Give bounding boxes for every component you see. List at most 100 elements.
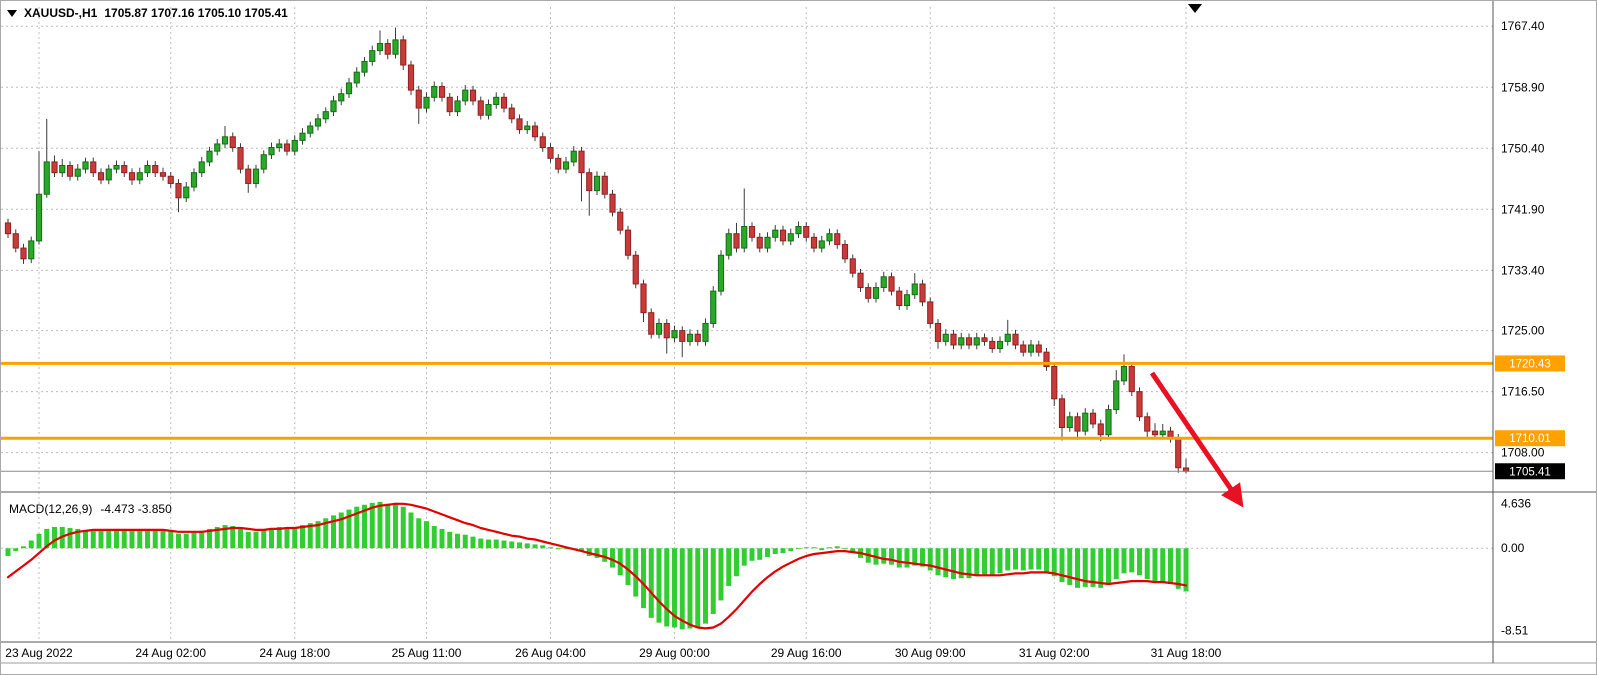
candle	[322, 111, 329, 120]
candle	[314, 118, 322, 127]
candle	[20, 247, 27, 260]
candle	[834, 233, 841, 245]
candle	[1113, 380, 1120, 411]
macd-bar	[741, 548, 747, 566]
macd-bar	[579, 548, 584, 552]
candles	[4, 39, 1190, 472]
macd-bar	[245, 531, 251, 549]
trend-arrow-annotation[interactable]	[1149, 371, 1244, 508]
macd-bar	[757, 548, 763, 560]
candle	[431, 86, 438, 98]
macd-bar	[881, 548, 887, 564]
macd-bar	[90, 530, 96, 549]
macd-tick-label: 0.00	[1501, 541, 1525, 555]
candle	[671, 330, 678, 339]
candle	[795, 226, 802, 235]
candle	[12, 233, 19, 249]
macd-bar	[493, 539, 499, 549]
candle	[66, 165, 74, 177]
macd-bar	[1113, 548, 1119, 580]
macd-bar	[788, 548, 794, 552]
candle	[640, 283, 647, 314]
candle	[384, 42, 391, 55]
macd-bar	[958, 548, 964, 579]
macd-bar	[362, 504, 367, 549]
macd-bar	[772, 548, 778, 555]
level-badge-bg	[1495, 355, 1565, 372]
macd-bar	[834, 546, 840, 549]
macd-bar	[447, 531, 453, 549]
macd-bar	[625, 548, 631, 585]
macd-bar	[408, 512, 414, 549]
macd-values-label: -4.473 -3.850	[100, 502, 172, 516]
candle	[849, 258, 856, 274]
candle	[562, 161, 570, 170]
candle	[462, 89, 469, 102]
macd-bar	[524, 543, 530, 549]
macd-bar	[904, 548, 910, 568]
candle	[1020, 344, 1027, 353]
candle	[283, 143, 291, 152]
macd-bar	[214, 526, 220, 549]
macd-bar	[896, 548, 902, 568]
time-tick-label: 29 Aug 00:00	[639, 646, 710, 660]
candle	[826, 233, 833, 242]
time-axis-labels: 23 Aug 2022 24 Aug 02:00 24 Aug 18:00 25 Au…	[5, 646, 1221, 660]
macd-bar	[114, 528, 119, 549]
macd-bar	[555, 548, 561, 550]
macd-bar	[183, 533, 189, 549]
macd-bar	[160, 530, 166, 549]
candle	[454, 100, 461, 113]
candle	[268, 147, 275, 156]
macd-bar	[253, 531, 259, 549]
macd-bar	[563, 548, 569, 550]
macd-bar	[889, 548, 894, 565]
candle	[725, 233, 732, 256]
candle	[1074, 416, 1081, 432]
macd-bar	[617, 548, 623, 576]
candle	[756, 236, 763, 249]
macd-bar	[315, 521, 321, 549]
candle	[1027, 344, 1035, 353]
scroll-to-end-marker-icon[interactable]	[1188, 4, 1202, 13]
macd-bar	[1036, 548, 1042, 570]
candle	[43, 161, 50, 195]
level-price-badge: 1710.01	[1495, 430, 1565, 447]
candle	[539, 136, 546, 149]
macd-bar	[796, 548, 801, 550]
macd-bar	[152, 529, 158, 549]
candle	[221, 136, 229, 145]
candle	[1151, 430, 1159, 436]
macd-bar	[1121, 548, 1127, 574]
current-price-badge: 1705.41	[1495, 463, 1565, 480]
macd-bar	[695, 548, 701, 628]
candle	[198, 161, 205, 174]
time-tick-label: 31 Aug 02:00	[1019, 646, 1090, 660]
macd-bar	[369, 502, 375, 549]
candle	[950, 333, 957, 346]
macd-bar	[176, 533, 181, 549]
macd-bar	[106, 529, 112, 549]
price-tick-label: 1767.40	[1501, 19, 1545, 33]
macd-bar	[850, 548, 856, 554]
level-badge-label: 1720.43	[1509, 358, 1551, 370]
candle	[1120, 366, 1128, 382]
macd-bar	[393, 502, 398, 549]
macd-bar	[935, 548, 941, 576]
candle	[872, 287, 880, 299]
macd-bar	[664, 548, 670, 627]
macd-bar	[951, 548, 956, 580]
candle	[276, 143, 283, 149]
macd-bar	[338, 512, 344, 549]
macd-bar	[548, 547, 553, 549]
candle	[105, 168, 112, 181]
macd-bar	[1183, 548, 1189, 592]
macd-bar	[222, 525, 228, 549]
candle	[903, 294, 911, 306]
candle	[330, 100, 337, 113]
candle	[570, 150, 577, 163]
macd-bar	[284, 527, 290, 549]
macd-bar	[594, 548, 600, 558]
macd-bar	[21, 546, 26, 549]
